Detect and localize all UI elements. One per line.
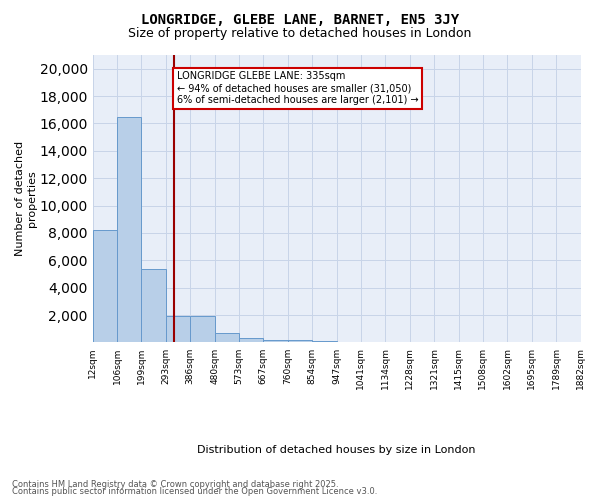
Bar (142, 268, 166, 342)
Bar (117, 116, 142, 342)
Bar (312, 341, 337, 342)
Bar (215, 333, 239, 342)
Bar (239, 338, 263, 342)
Bar (288, 340, 312, 342)
Bar (166, 316, 190, 342)
Text: LONGRIDGE, GLEBE LANE, BARNET, EN5 3JY: LONGRIDGE, GLEBE LANE, BARNET, EN5 3JY (141, 12, 459, 26)
Y-axis label: Number of detached
properties: Number of detached properties (15, 141, 37, 256)
X-axis label: Distribution of detached houses by size in London: Distribution of detached houses by size … (197, 445, 476, 455)
Text: Contains HM Land Registry data © Crown copyright and database right 2025.: Contains HM Land Registry data © Crown c… (12, 480, 338, 489)
Bar (263, 340, 288, 342)
Text: Size of property relative to detached houses in London: Size of property relative to detached ho… (128, 28, 472, 40)
Bar (190, 316, 215, 342)
Text: Contains public sector information licensed under the Open Government Licence v3: Contains public sector information licen… (12, 487, 377, 496)
Text: LONGRIDGE GLEBE LANE: 335sqm
← 94% of detached houses are smaller (31,050)
6% of: LONGRIDGE GLEBE LANE: 335sqm ← 94% of de… (177, 72, 418, 104)
Bar (92, 230, 117, 342)
